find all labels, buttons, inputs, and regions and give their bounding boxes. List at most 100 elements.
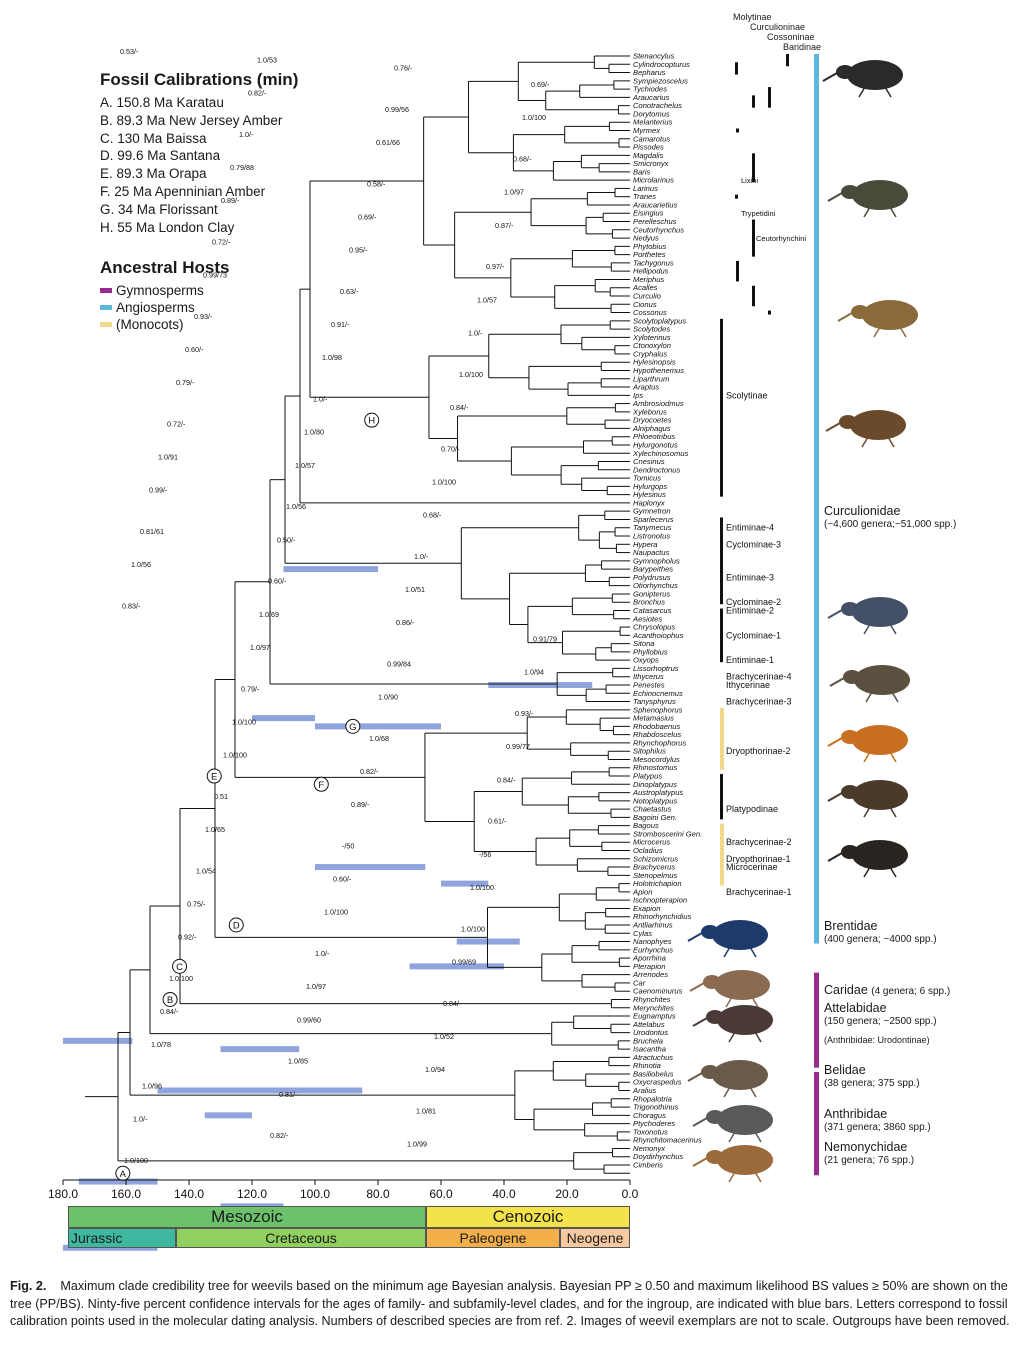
weevil-exemplar-image bbox=[837, 300, 918, 338]
header-baridinae: Baridinae bbox=[783, 42, 822, 52]
support-value: 0.79/- bbox=[241, 684, 260, 693]
taxon-label: Bruchela bbox=[633, 1036, 663, 1045]
axis-tick-label: 140.0 bbox=[174, 1187, 204, 1201]
hosts-legend-title: Ancestral Hosts bbox=[100, 258, 230, 277]
taxon-label: Rhynchitomacerinus bbox=[633, 1136, 702, 1145]
taxon-label: Penestes bbox=[633, 680, 665, 689]
support-value: 1.0/56 bbox=[286, 502, 306, 511]
taxon-label: Chaetastus bbox=[633, 805, 672, 814]
calibration-node-label: F bbox=[318, 780, 324, 791]
taxon-label: Aporrhina bbox=[632, 954, 666, 963]
support-value: 1.0/97 bbox=[250, 643, 270, 652]
support-value: 1.0/100 bbox=[324, 908, 348, 917]
taxon-label: Larinus bbox=[633, 184, 658, 193]
subfamily-bar bbox=[735, 62, 738, 75]
family-curculionidae: Curculionidae (~4,600 genera;~51,000 spp.… bbox=[824, 504, 956, 532]
axis-tick-label: 180.0 bbox=[48, 1187, 78, 1201]
subfamily-label: Entiminae-4 bbox=[726, 523, 774, 533]
taxon-label: Conotrachelus bbox=[633, 101, 682, 110]
taxon-label: Cryphalus bbox=[633, 349, 667, 358]
support-value: 0.50/- bbox=[277, 535, 296, 544]
support-value: 1.0/52 bbox=[434, 1032, 454, 1041]
period-paleogene: Paleogene bbox=[426, 1228, 560, 1248]
taxon-label: Barypeithes bbox=[633, 565, 673, 574]
subfamily-bar bbox=[752, 95, 755, 108]
tribe-label: Trypetidini bbox=[741, 209, 776, 218]
angiosperm-swatch bbox=[100, 305, 112, 310]
support-value: 0.91/- bbox=[331, 320, 350, 329]
taxon-label: Tanysphyrus bbox=[633, 697, 676, 706]
weevil-exemplar-image bbox=[827, 180, 908, 218]
taxon-label: Ocladius bbox=[633, 846, 663, 855]
subfamily-bar bbox=[736, 260, 739, 282]
taxon-label: Alniphagus bbox=[632, 424, 671, 433]
taxon-label: Xyloterinus bbox=[632, 333, 671, 342]
support-value: 0.99/73 bbox=[203, 270, 227, 279]
support-values: 0.53/- 1.0/53 0.76/- 0.69/- 0.82/- 0.99/56 1.0… bbox=[120, 47, 557, 1165]
support-value: 1.0/100 bbox=[432, 477, 456, 486]
taxon-label: Stromboscerini Gen. bbox=[633, 829, 702, 838]
subfamily-label: Microcerinae bbox=[726, 862, 778, 872]
figure-caption: Fig. 2. Maximum clade credibility tree f… bbox=[10, 1278, 1018, 1331]
support-value: 0.70/- bbox=[441, 444, 460, 453]
taxon-label: Xylechinosomus bbox=[632, 449, 688, 458]
platypodinae-bar bbox=[720, 774, 723, 820]
calibration-node-label: G bbox=[349, 722, 356, 733]
taxon-label: Haplonyx bbox=[633, 498, 666, 507]
subfamily-label: Cyclominae-2 bbox=[726, 597, 781, 607]
support-value: 1.0/94 bbox=[524, 668, 544, 677]
taxon-label: Cnesinus bbox=[633, 457, 665, 466]
taxon-label: Ambrosiodmus bbox=[632, 399, 684, 408]
taxon-label: Tychiodes bbox=[633, 85, 667, 94]
support-value: 1.0/65 bbox=[205, 825, 225, 834]
support-value: 0.99/56 bbox=[385, 105, 409, 114]
header-molytinae: Molytinae bbox=[733, 12, 772, 22]
support-value: 0.72/- bbox=[167, 419, 186, 428]
family-name: Attelabidae bbox=[824, 1001, 887, 1015]
weevil-exemplar-image bbox=[827, 840, 908, 878]
taxon-label: Dorytomus bbox=[633, 109, 670, 118]
support-value: 1.0/54 bbox=[196, 866, 216, 875]
taxon-label: Baris bbox=[633, 167, 651, 176]
family-name: Caridae bbox=[824, 983, 868, 997]
calibration-item-d: D. 99.6 Ma Santana bbox=[100, 148, 221, 164]
era-cenozoic: Cenozoic bbox=[426, 1206, 630, 1228]
taxon-label: Hylurgops bbox=[633, 482, 667, 491]
taxon-label: Hypera bbox=[633, 540, 657, 549]
taxon-label: Brachycerus bbox=[633, 863, 675, 872]
family-detail: (150 genera; ~2500 spp.) bbox=[824, 1016, 937, 1027]
weevil-exemplar-image bbox=[689, 970, 770, 1008]
support-value: 1.0/94 bbox=[425, 1065, 445, 1074]
family-name: Belidae bbox=[824, 1063, 866, 1077]
support-value: 1.0/78 bbox=[151, 1040, 171, 1049]
support-value: 0.81/- bbox=[279, 1090, 298, 1099]
support-value: 1.0/100 bbox=[459, 370, 483, 379]
taxon-label: Araucarius bbox=[632, 93, 669, 102]
taxon-label: Meriphus bbox=[633, 275, 664, 284]
taxon-label: Bronchus bbox=[633, 598, 665, 607]
calibration-node bbox=[172, 958, 188, 974]
taxon-label: Chrysolopus bbox=[633, 623, 675, 632]
taxon-label: Scolytoplatypus bbox=[633, 316, 686, 325]
support-value: -/56 bbox=[479, 850, 491, 859]
taxon-label: Rhinotia bbox=[633, 1061, 661, 1070]
axis-tick-label: 80.0 bbox=[366, 1187, 390, 1201]
family-detail: (371 genera; 3860 spp.) bbox=[824, 1122, 931, 1133]
axis-tick-label: 40.0 bbox=[492, 1187, 516, 1201]
support-value: 0.93/- bbox=[515, 709, 534, 718]
host-label: Angiosperms bbox=[116, 300, 195, 315]
confidence-interval-bar bbox=[441, 880, 489, 887]
taxon-label: Antliarhinus bbox=[632, 920, 673, 929]
taxon-label: Dinoplatypus bbox=[633, 780, 677, 789]
support-value: 0.79/88 bbox=[230, 163, 254, 172]
host-row-monocots: (Monocots) bbox=[100, 316, 229, 333]
support-value: 1.0/- bbox=[315, 949, 330, 958]
angiosperm-host-bar bbox=[814, 54, 819, 944]
family-brentidae: Brentidae (400 genera; ~4000 spp.) bbox=[824, 919, 937, 947]
support-value: 1.0/- bbox=[468, 328, 483, 337]
calibration-node-label: E bbox=[211, 772, 217, 783]
taxon-label: Apion bbox=[632, 887, 652, 896]
period-jurassic: Jurassic bbox=[68, 1228, 176, 1248]
taxon-label: Attelabus bbox=[632, 1020, 665, 1029]
taxon-label: Ischnopterapion bbox=[633, 896, 687, 905]
